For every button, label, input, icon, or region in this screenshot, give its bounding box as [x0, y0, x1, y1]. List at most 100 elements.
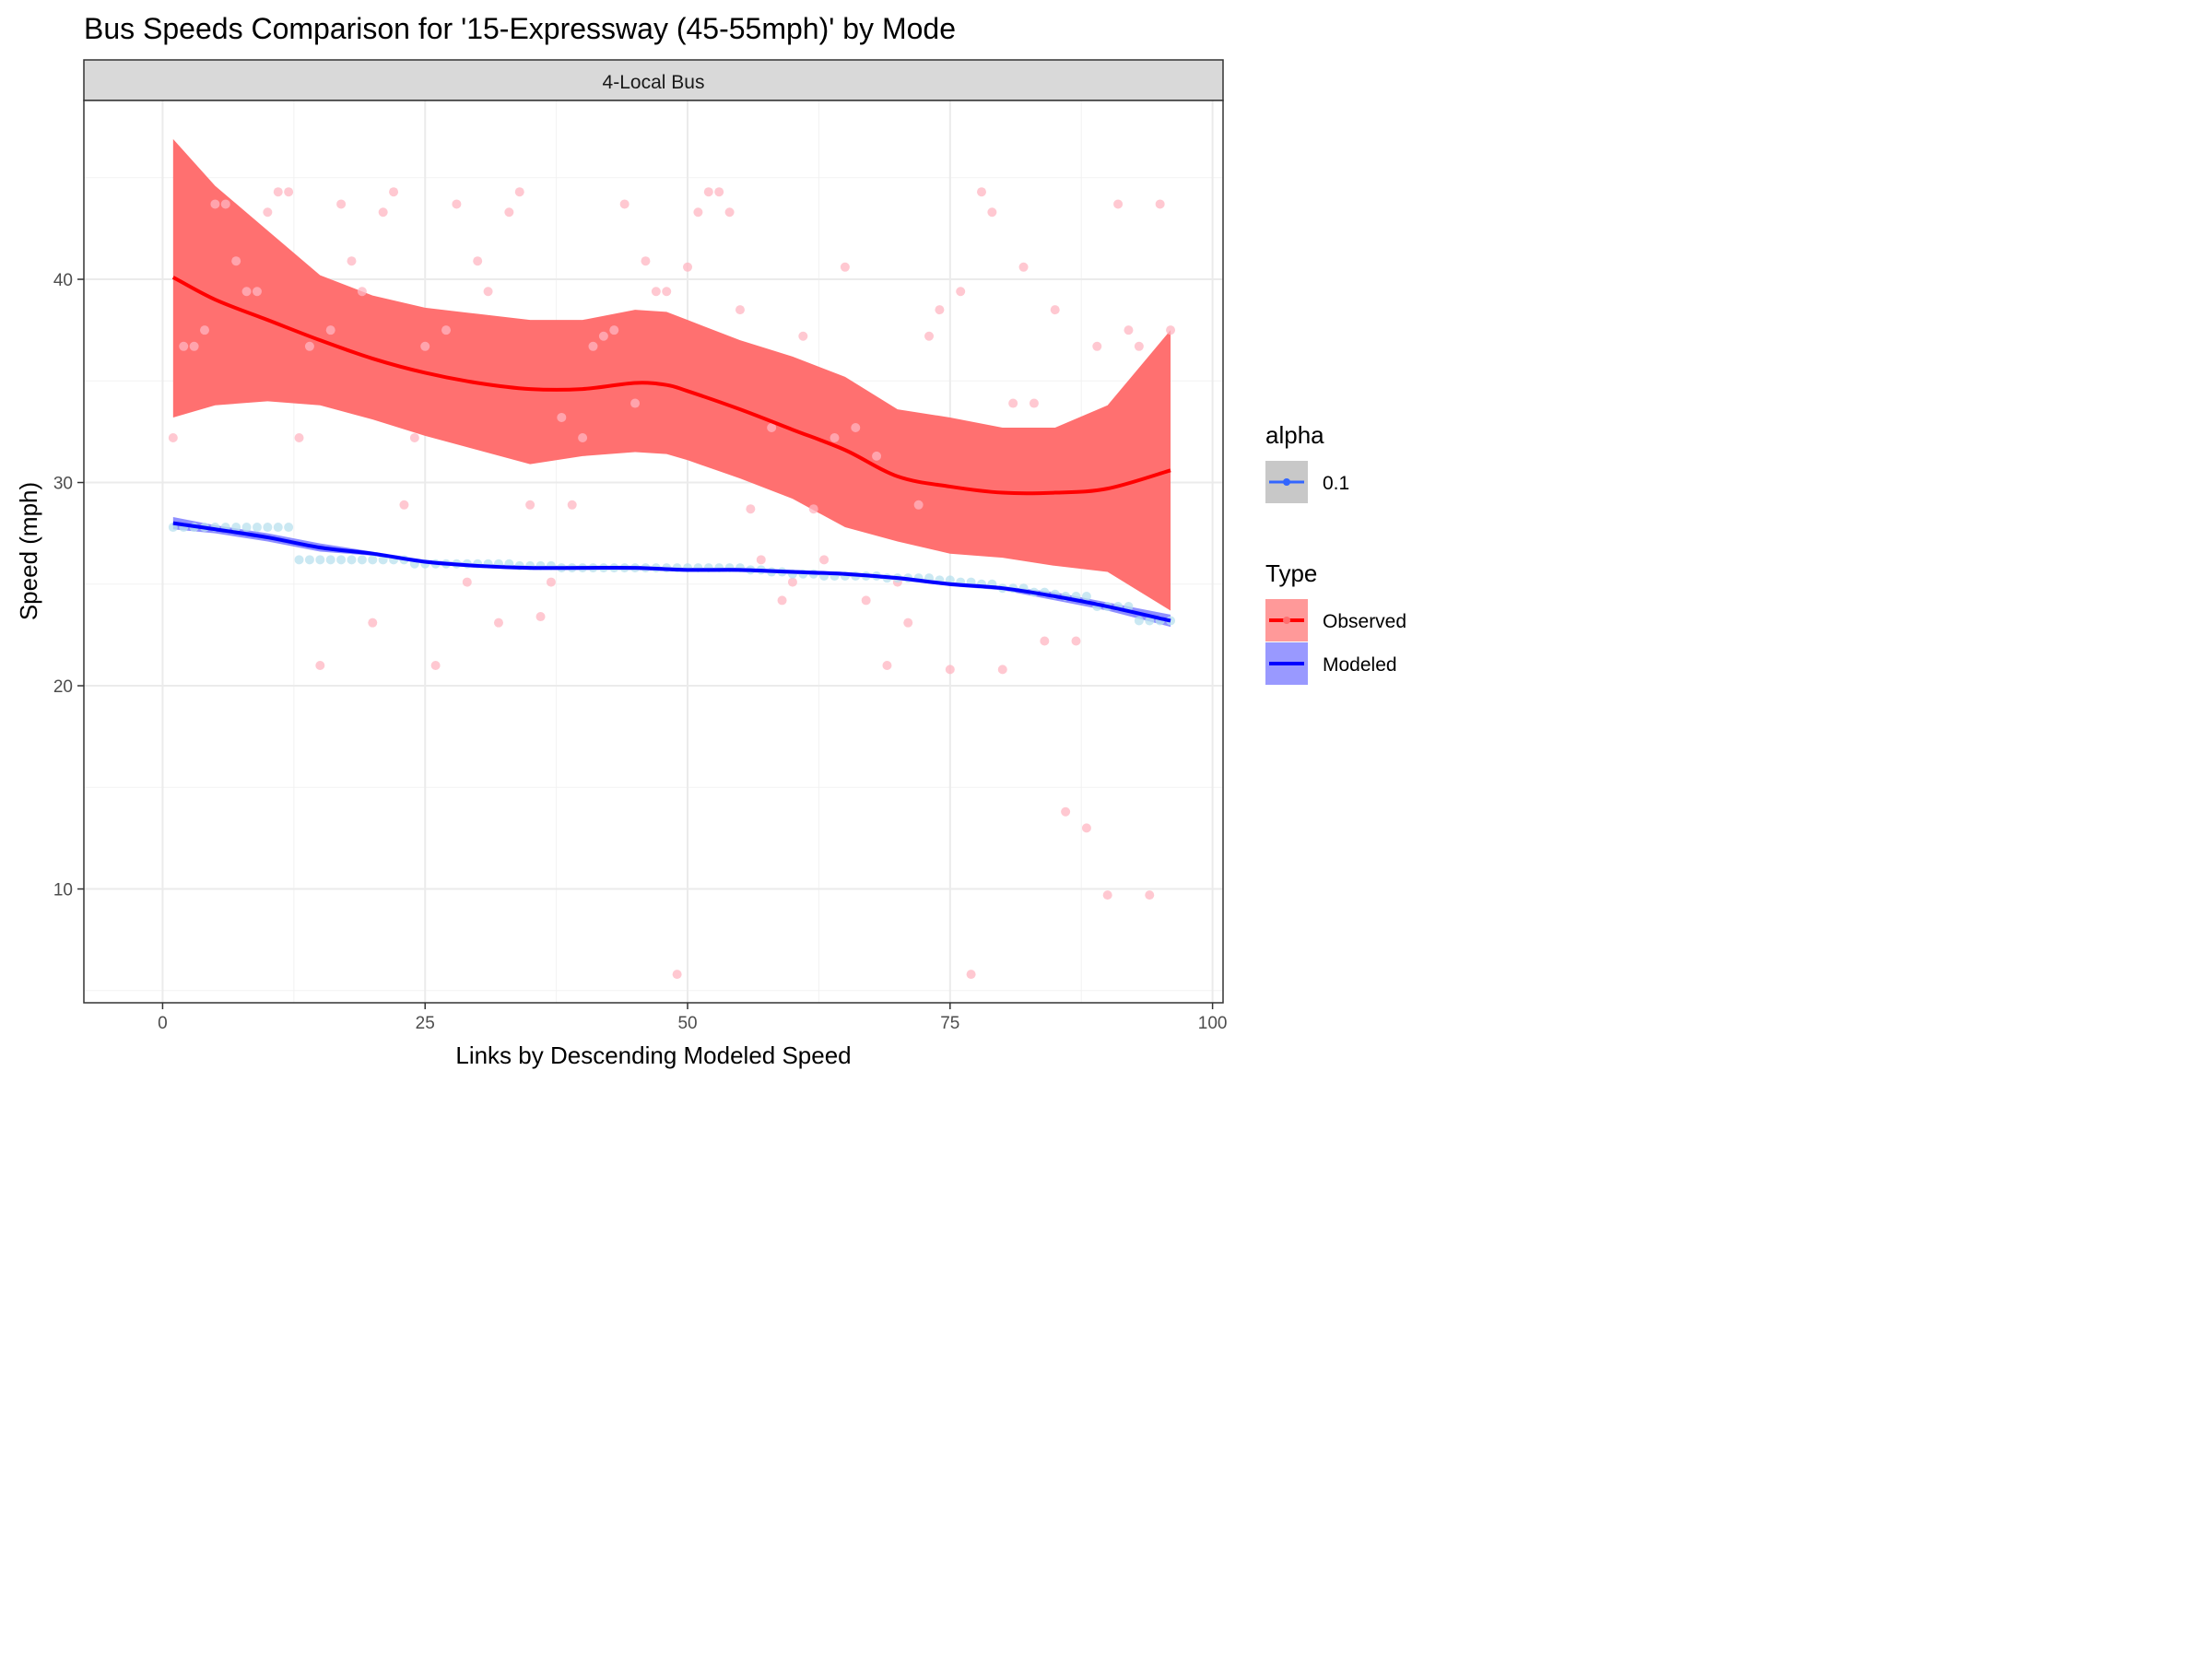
point-modeled-19 — [368, 555, 378, 565]
x-axis: 0 25 50 75 100 — [158, 1003, 1227, 1033]
point-modeled-92 — [1134, 616, 1144, 626]
point-modeled-8 — [252, 523, 262, 533]
x-tick-label-1: 25 — [416, 1014, 435, 1033]
point-observed-40 — [588, 341, 598, 351]
point-observed-7 — [241, 287, 252, 297]
point-observed-66 — [861, 595, 871, 606]
point-observed-90 — [1113, 199, 1124, 209]
point-observed-72 — [924, 331, 935, 341]
point-modeled-7 — [241, 523, 252, 533]
point-observed-78 — [987, 207, 997, 218]
point-observed-31 — [493, 618, 503, 628]
point-observed-41 — [598, 331, 608, 341]
point-observed-65 — [851, 422, 861, 432]
point-modeled-12 — [294, 555, 304, 565]
legend: alpha 0.1 Type Observed Modeled — [1265, 421, 1406, 685]
point-modeled-93 — [1145, 616, 1155, 626]
point-modeled-18 — [357, 555, 367, 565]
point-observed-46 — [651, 287, 661, 297]
point-observed-55 — [746, 504, 756, 514]
point-observed-58 — [777, 595, 787, 606]
point-observed-17 — [347, 256, 357, 266]
point-observed-56 — [756, 555, 766, 565]
panel-border — [83, 100, 1224, 1004]
point-observed-79 — [997, 665, 1007, 675]
facet-label: 4-Local Bus — [603, 72, 705, 93]
point-observed-61 — [808, 504, 818, 514]
point-observed-9 — [263, 207, 273, 218]
legend-observed-dot — [1283, 617, 1290, 624]
point-observed-62 — [819, 555, 830, 565]
point-observed-68 — [882, 660, 892, 670]
point-observed-43 — [619, 199, 629, 209]
point-observed-64 — [840, 262, 850, 272]
point-observed-50 — [693, 207, 703, 218]
point-observed-5 — [220, 199, 230, 209]
point-observed-27 — [452, 199, 462, 209]
point-observed-45 — [641, 256, 651, 266]
x-axis-title: Links by Descending Modeled Speed — [455, 1041, 851, 1069]
point-observed-37 — [557, 412, 567, 422]
point-observed-91 — [1124, 325, 1134, 335]
point-observed-11 — [284, 187, 294, 197]
point-observed-38 — [567, 500, 577, 510]
y-tick-label-2: 30 — [53, 475, 73, 494]
point-observed-18 — [357, 287, 367, 297]
point-observed-95 — [1166, 325, 1176, 335]
smooth-line-modeled — [172, 521, 1171, 623]
point-modeled-14 — [315, 555, 325, 565]
point-observed-57 — [767, 422, 777, 432]
point-observed-13 — [304, 341, 314, 351]
facet-strip — [83, 59, 1224, 101]
point-observed-32 — [504, 207, 514, 218]
confidence-bands — [172, 138, 1171, 628]
point-observed-16 — [336, 199, 347, 209]
point-observed-85 — [1061, 806, 1071, 817]
point-observed-63 — [830, 433, 840, 443]
point-modeled-11 — [284, 523, 294, 533]
point-observed-60 — [798, 331, 808, 341]
point-observed-83 — [1040, 636, 1050, 646]
point-observed-24 — [420, 341, 430, 351]
point-observed-52 — [714, 187, 724, 197]
point-observed-21 — [389, 187, 399, 197]
point-observed-6 — [231, 256, 241, 266]
point-observed-93 — [1145, 890, 1155, 900]
point-observed-1 — [179, 341, 189, 351]
point-observed-4 — [210, 199, 220, 209]
point-observed-94 — [1155, 199, 1165, 209]
y-tick-label-3: 40 — [53, 271, 73, 290]
y-tick-label-0: 10 — [53, 881, 73, 900]
chart: Bus Speeds Comparison for '15-Expressway… — [15, 12, 1406, 1069]
point-observed-3 — [200, 325, 210, 335]
point-observed-30 — [483, 287, 493, 297]
point-modeled-13 — [304, 555, 314, 565]
point-observed-0 — [168, 433, 178, 443]
chart-title: Bus Speeds Comparison for '15-Expressway… — [84, 12, 956, 45]
point-observed-34 — [525, 500, 535, 510]
point-observed-75 — [956, 287, 966, 297]
point-observed-88 — [1092, 341, 1102, 351]
point-modeled-6 — [231, 523, 241, 533]
point-observed-86 — [1071, 636, 1081, 646]
point-observed-12 — [294, 433, 304, 443]
point-observed-23 — [409, 433, 419, 443]
y-axis-title: Speed (mph) — [15, 482, 42, 620]
point-observed-15 — [325, 325, 335, 335]
point-observed-87 — [1081, 823, 1091, 833]
point-observed-10 — [273, 187, 283, 197]
point-observed-71 — [913, 500, 924, 510]
point-observed-92 — [1134, 341, 1144, 351]
band-observed — [172, 138, 1171, 611]
point-observed-54 — [735, 305, 745, 315]
legend-modeled-label: Modeled — [1323, 654, 1397, 676]
legend-alpha-label: 0.1 — [1323, 473, 1349, 494]
point-observed-80 — [1008, 398, 1018, 408]
point-observed-76 — [966, 970, 976, 980]
point-observed-39 — [578, 433, 588, 443]
point-observed-48 — [672, 970, 682, 980]
point-observed-14 — [315, 660, 325, 670]
point-observed-29 — [473, 256, 483, 266]
point-observed-59 — [787, 577, 797, 587]
point-modeled-15 — [325, 555, 335, 565]
